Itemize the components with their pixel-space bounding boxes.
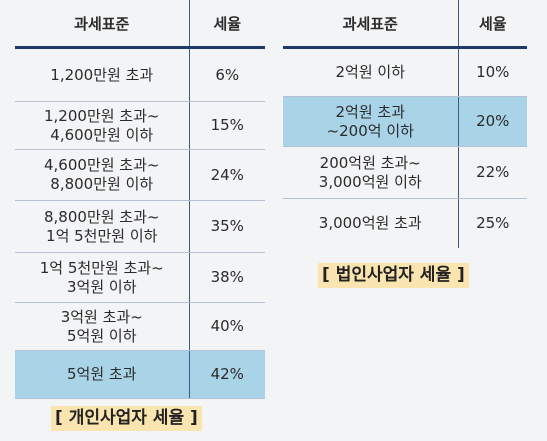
table-header-row: 과세표준 세율 xyxy=(15,0,265,49)
table-row: 200억원 초과~ 3,000억원 이하 22% xyxy=(283,146,527,199)
rate-cell: 24% xyxy=(189,149,265,201)
table-row: 1,200만원 초과 6% xyxy=(15,47,265,102)
rate-cell: 20% xyxy=(458,96,527,147)
bracket-cell: 5억원 초과 xyxy=(15,350,190,399)
bracket-cell: 3억원 초과~ 5억원 이하 xyxy=(15,302,190,351)
bracket-cell: 4,600만원 초과~ 8,800만원 이하 xyxy=(15,149,190,201)
bracket-cell: 2억원 이하 xyxy=(283,47,459,97)
table-row: 4,600만원 초과~ 8,800만원 이하 24% xyxy=(15,149,265,201)
rate-cell: 22% xyxy=(458,146,527,199)
bracket-cell: 200억원 초과~ 3,000억원 이하 xyxy=(283,146,459,199)
table-row: 8,800만원 초과~ 1억 5천만원 이하 35% xyxy=(15,200,265,253)
bracket-cell: 2억원 초과 ~200억 이하 xyxy=(283,96,459,147)
rate-cell: 10% xyxy=(458,47,527,97)
rate-cell: 6% xyxy=(189,47,265,102)
rate-cell: 38% xyxy=(189,252,265,303)
bracket-cell: 1,200만원 초과~ 4,600만원 이하 xyxy=(15,101,190,150)
rate-cell: 25% xyxy=(476,213,510,232)
table-row: 1억 5천만원 초과~ 3억원 이하 38% xyxy=(15,252,265,303)
table-row: 3억원 초과~ 5억원 이하 40% xyxy=(15,302,265,351)
rate-cell: 15% xyxy=(189,101,265,150)
table-row: 3,000억원 초과 25% xyxy=(283,198,527,248)
corporate-tax-caption: [ 법인사업자 세율 ] xyxy=(318,263,469,288)
rate-cell: 40% xyxy=(189,302,265,351)
individual-tax-caption: [ 개인사업자 세율 ] xyxy=(51,406,202,431)
rate-cell: 42% xyxy=(189,350,265,399)
bracket-cell: 3,000억원 초과 xyxy=(283,198,459,248)
column-header-rate: 세율 xyxy=(458,0,527,49)
table-row-highlighted: 2억원 초과 ~200억 이하 20% xyxy=(283,96,527,147)
table-row: 1,200만원 초과~ 4,600만원 이하 15% xyxy=(15,101,265,150)
corporate-tax-table: 과세표준 세율 2억원 이하 10% 2억원 초과 ~200억 이하 20% 2… xyxy=(283,0,527,248)
table-header-row: 과세표준 세율 xyxy=(283,0,527,49)
bracket-cell: 1억 5천만원 초과~ 3억원 이하 xyxy=(15,252,190,303)
rate-cell: 35% xyxy=(189,200,265,253)
table-row-highlighted: 5억원 초과 42% xyxy=(15,350,265,399)
individual-tax-table: 과세표준 세율 1,200만원 초과 6% 1,200만원 초과~ 4,600만… xyxy=(15,0,265,399)
column-header-bracket: 과세표준 xyxy=(283,0,459,49)
column-header-rate: 세율 xyxy=(189,0,265,49)
bracket-cell: 8,800만원 초과~ 1억 5천만원 이하 xyxy=(15,200,190,253)
column-header-bracket: 과세표준 xyxy=(15,0,190,49)
table-row: 2억원 이하 10% xyxy=(283,47,527,97)
bracket-cell: 1,200만원 초과 xyxy=(15,47,190,102)
